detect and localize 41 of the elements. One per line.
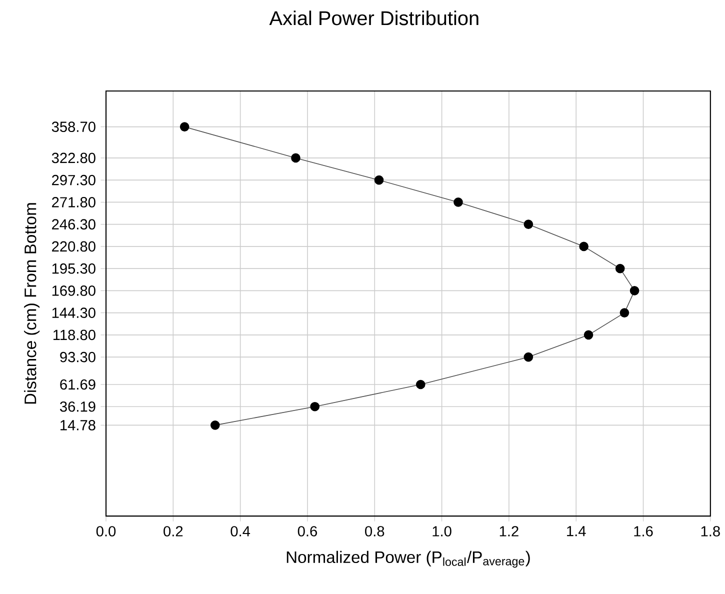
- point: [584, 330, 594, 340]
- point: [615, 264, 625, 274]
- y-tick-label: 169.80: [52, 286, 96, 296]
- point: [524, 352, 534, 362]
- point: [579, 242, 588, 252]
- y-tick-label: 36.19: [60, 402, 96, 412]
- y-tick-label: 220.80: [52, 241, 96, 252]
- point: [524, 220, 534, 230]
- y-axis-title: Distance (cm) From Bottom: [24, 203, 40, 404]
- x-tick-label: 0.4: [230, 526, 250, 537]
- point: [291, 153, 300, 163]
- y-tick-label: 297.30: [52, 175, 96, 186]
- chart-title: Axial Power Distribution: [269, 10, 478, 26]
- point: [620, 308, 630, 318]
- point: [310, 402, 320, 412]
- y-tick-label: 322.80: [52, 152, 96, 164]
- x-tick-label: 0.2: [164, 526, 183, 537]
- point: [630, 286, 640, 296]
- point: [454, 198, 463, 207]
- point: [374, 176, 384, 185]
- x-tick-label: 1.8: [701, 526, 720, 537]
- y-tick-label: 195.30: [52, 264, 96, 274]
- x-axis-title: Normalized Power (P$_{local}$/P$_{average}$): [286, 550, 530, 568]
- x-tick-label: 1.4: [567, 526, 586, 536]
- y-tick-label: 118.80: [53, 330, 96, 340]
- x-tick-label: 0.8: [365, 526, 384, 537]
- y-tick-label: 93.30: [60, 352, 96, 362]
- y-tick-label: 144.30: [52, 308, 96, 318]
- x-tick-label: 1.6: [634, 526, 653, 537]
- y-tick-label: 61.69: [60, 379, 96, 390]
- x-tick-label: 0.6: [298, 526, 317, 537]
- point: [210, 420, 220, 430]
- y-tick-label: 246.30: [52, 219, 96, 230]
- y-tick-label: 358.70: [52, 122, 96, 132]
- point: [416, 380, 426, 390]
- x-tick-label: 0.0: [96, 526, 116, 537]
- x-tick-label: 1.2: [500, 526, 518, 536]
- y-tick-label: 271.80: [52, 197, 96, 208]
- x-tick-label: 1.0: [432, 526, 452, 537]
- point: [180, 122, 190, 132]
- y-tick-label: 14.78: [60, 420, 96, 430]
